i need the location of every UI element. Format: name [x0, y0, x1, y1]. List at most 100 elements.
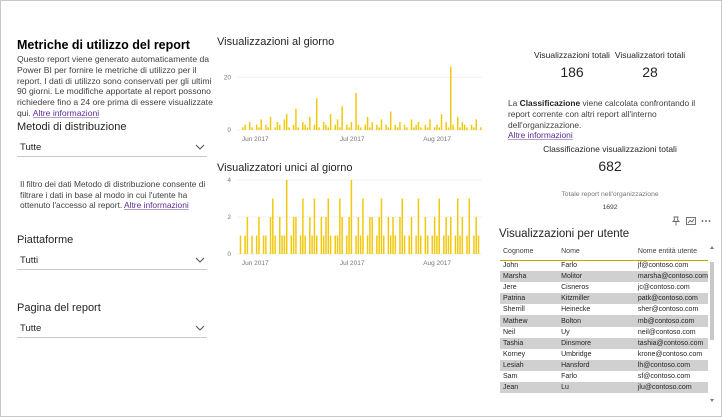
bar[interactable] — [309, 116, 311, 130]
bar[interactable] — [362, 198, 364, 255]
bar[interactable] — [415, 235, 417, 255]
bar[interactable] — [309, 217, 311, 254]
bar[interactable] — [389, 235, 392, 255]
bar[interactable] — [473, 235, 475, 255]
bar[interactable] — [403, 124, 406, 130]
bar[interactable] — [262, 235, 265, 255]
table-row[interactable]: Neil Uy neil@contoso.com — [500, 327, 708, 338]
bar[interactable] — [371, 217, 373, 254]
bar[interactable] — [304, 124, 306, 130]
bar[interactable] — [480, 127, 482, 130]
bar[interactable] — [357, 124, 360, 130]
bar[interactable] — [447, 127, 450, 130]
bar[interactable] — [371, 122, 373, 130]
unique-viewers-per-day-chart[interactable]: 0 2 4 Jun 2017 Jul 2017 Aug 2017 — [217, 176, 487, 276]
bar[interactable] — [348, 217, 350, 254]
distribution-more-info-link[interactable]: Altre informazioni — [124, 200, 189, 211]
bar[interactable] — [387, 217, 390, 254]
bar[interactable] — [401, 198, 404, 255]
bar[interactable] — [341, 217, 343, 254]
bar[interactable] — [376, 235, 378, 255]
bar[interactable] — [346, 124, 348, 130]
bar[interactable] — [445, 217, 447, 254]
bar[interactable] — [436, 124, 438, 130]
bar[interactable] — [466, 127, 468, 130]
bar[interactable] — [276, 122, 279, 130]
bar[interactable] — [359, 235, 362, 255]
bar[interactable] — [378, 217, 380, 254]
bar[interactable] — [269, 217, 272, 254]
bar[interactable] — [357, 217, 360, 254]
bar[interactable] — [440, 114, 443, 130]
bar[interactable] — [438, 198, 440, 255]
bar[interactable] — [475, 119, 477, 130]
bar[interactable] — [274, 235, 276, 255]
bar[interactable] — [433, 217, 436, 254]
bar[interactable] — [265, 235, 267, 255]
bar[interactable] — [396, 127, 399, 130]
bar[interactable] — [376, 124, 378, 130]
pin-icon[interactable] — [670, 214, 682, 226]
bar[interactable] — [466, 235, 468, 255]
bar[interactable] — [473, 127, 475, 130]
bar[interactable] — [336, 235, 339, 255]
bar[interactable] — [297, 127, 300, 130]
table-row[interactable]: Jean Lu jlu@contoso.com — [500, 382, 708, 394]
bar[interactable] — [447, 235, 450, 255]
bar[interactable] — [359, 127, 362, 130]
bar[interactable] — [334, 124, 336, 130]
bar[interactable] — [251, 127, 253, 130]
bar[interactable] — [272, 198, 274, 255]
bar[interactable] — [454, 235, 457, 255]
bar[interactable] — [424, 217, 427, 254]
bar[interactable] — [313, 198, 316, 255]
bar[interactable] — [477, 235, 480, 255]
bar[interactable] — [269, 116, 272, 130]
bar[interactable] — [290, 235, 293, 255]
bar[interactable] — [327, 127, 330, 130]
table-row[interactable]: Sam Farlo sf@contoso.com — [500, 371, 708, 382]
bar[interactable] — [369, 217, 371, 254]
bar[interactable] — [456, 198, 459, 255]
bar[interactable] — [394, 124, 397, 130]
bar[interactable] — [461, 122, 464, 130]
bar[interactable] — [410, 217, 413, 254]
table-scroll-thumb[interactable] — [710, 262, 714, 340]
bar[interactable] — [288, 127, 290, 130]
bar[interactable] — [420, 235, 422, 255]
bar[interactable] — [322, 235, 325, 255]
bar[interactable] — [475, 217, 477, 254]
bar[interactable] — [302, 122, 304, 130]
bar[interactable] — [438, 127, 440, 130]
bar[interactable] — [436, 235, 438, 255]
bar[interactable] — [389, 111, 392, 131]
table-row[interactable]: Patrina Kitzmiller patk@contoso.com — [500, 293, 708, 305]
bar[interactable] — [320, 217, 323, 254]
bar[interactable] — [380, 198, 383, 255]
bar[interactable] — [315, 235, 318, 255]
bar[interactable] — [463, 124, 466, 130]
header-surname[interactable]: Cognome — [500, 244, 559, 261]
bar[interactable] — [431, 235, 434, 255]
bar[interactable] — [258, 127, 260, 130]
bar[interactable] — [248, 122, 251, 130]
bar[interactable] — [383, 235, 385, 255]
bar[interactable] — [315, 98, 318, 130]
table-row[interactable]: Jere Cisneros jc@contoso.com — [500, 282, 708, 293]
bar[interactable] — [350, 180, 353, 254]
table-row[interactable]: Mathew Bolton mb@contoso.com — [500, 315, 708, 327]
bar[interactable] — [355, 93, 357, 130]
bar[interactable] — [242, 127, 244, 130]
bar[interactable] — [318, 127, 320, 130]
report-page-dropdown[interactable]: Tutte — [17, 320, 207, 338]
bar[interactable] — [387, 127, 390, 130]
bar[interactable] — [246, 217, 249, 254]
bar[interactable] — [279, 124, 281, 130]
bar[interactable] — [394, 235, 397, 255]
table-row[interactable]: Korney Umbridge krone@contoso.com — [500, 349, 708, 360]
bar[interactable] — [461, 217, 464, 254]
bar[interactable] — [417, 122, 420, 130]
bar[interactable] — [339, 127, 341, 130]
bar[interactable] — [417, 198, 420, 255]
bar[interactable] — [299, 235, 302, 255]
